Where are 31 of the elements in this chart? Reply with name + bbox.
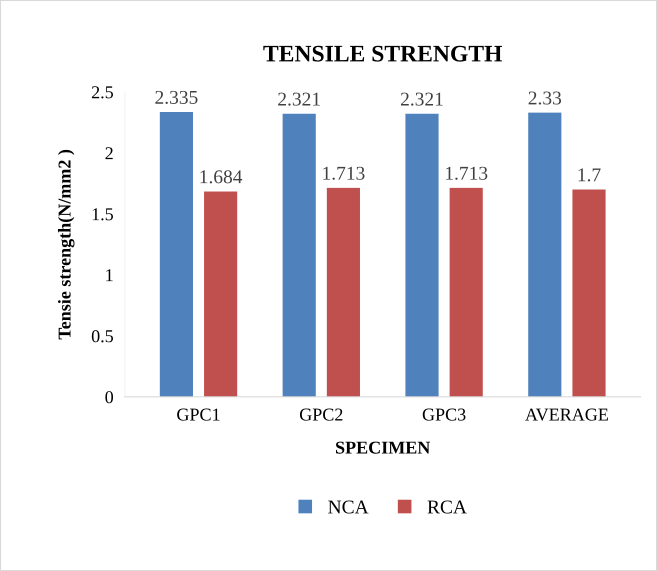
chart-title: TENSILE STRENGTH [263,46,502,62]
data-label: 2.33 [528,91,562,105]
data-label: 1.713 [446,166,488,180]
y-tick-label: 1 [106,269,113,282]
x-axis-title: SPECIMEN [336,442,430,454]
bar [160,112,193,397]
legend-label: RCA [428,500,467,514]
data-label: 2.321 [400,92,443,106]
bar [528,112,562,397]
y-tick-label: 0 [105,391,114,404]
y-tick-label: 2.5 [92,86,114,98]
data-label: 1.7 [578,168,601,182]
y-tick-label: 2 [105,147,113,160]
y-tick-label: 0.5 [92,330,114,342]
x-tick-label: AVERAGE [525,408,608,421]
bar [405,114,439,397]
y-axis-title: Tensie strength(N/mm2 ) [58,150,74,340]
x-tick-label: GPC2 [300,408,342,421]
data-label: 2.335 [155,90,198,104]
legend-label: NCA [328,500,369,514]
x-tick-label: GPC1 [177,408,220,421]
y-tick-label: 1.5 [92,208,114,220]
bar [326,188,360,397]
data-label: 2.321 [278,92,320,106]
bar [282,114,316,397]
bar [204,191,238,397]
data-label: 1.713 [323,166,365,180]
data-label: 1.684 [200,170,242,184]
x-tick-label: GPC3 [422,408,466,421]
bar [450,188,483,397]
bar [572,190,606,397]
